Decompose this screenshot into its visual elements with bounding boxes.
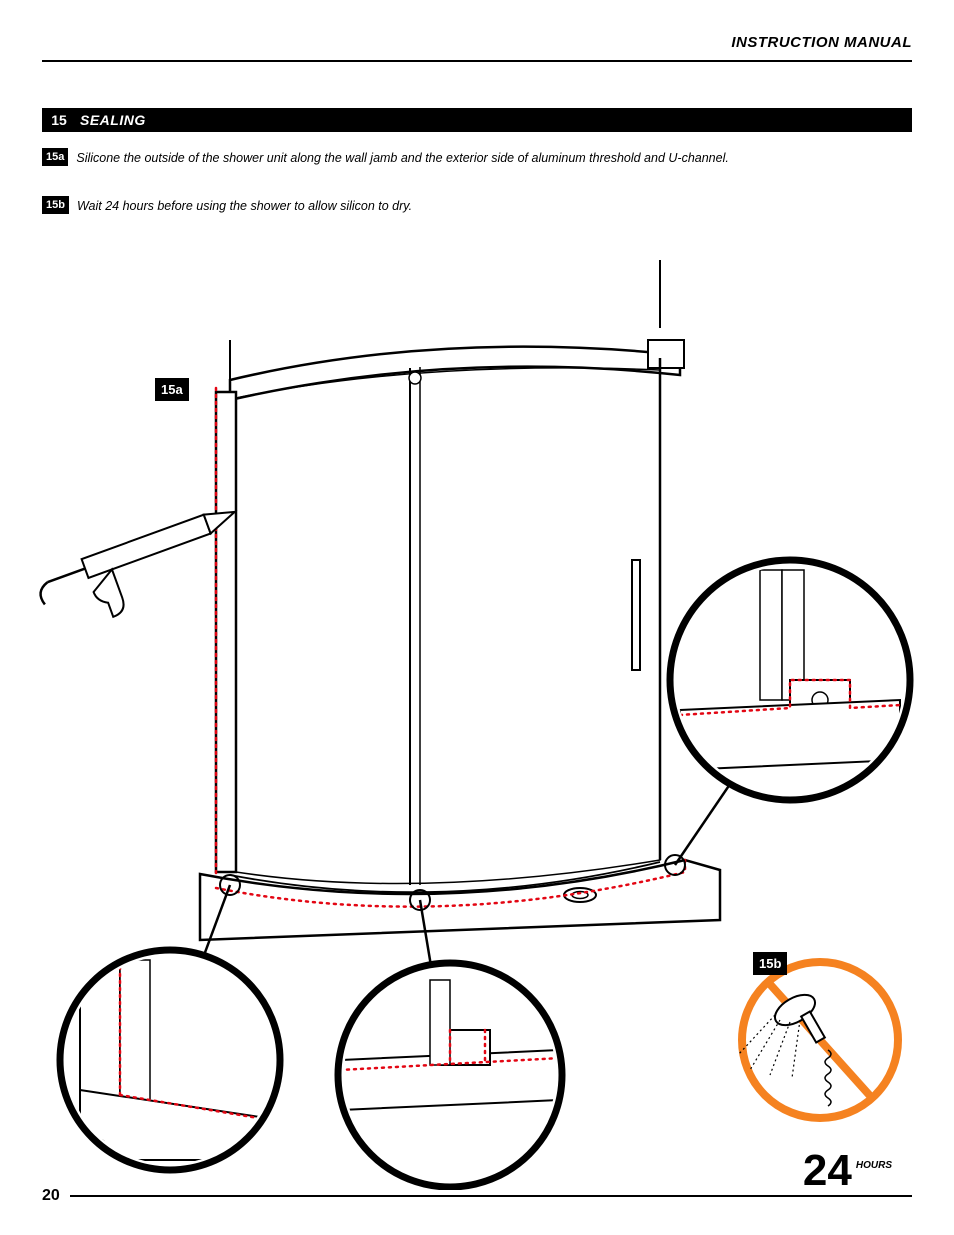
- step-tag-15a: 15a: [42, 148, 68, 166]
- step-tag-15b: 15b: [42, 196, 69, 214]
- header-rule: [42, 60, 912, 62]
- wait-number: 24: [803, 1149, 852, 1193]
- step-text-15a: Silicone the outside of the shower unit …: [76, 148, 728, 168]
- section-title: SEALING: [76, 112, 146, 128]
- wait-24-hours: 24 HOURS: [803, 1149, 892, 1193]
- step-text-15b: Wait 24 hours before using the shower to…: [77, 196, 412, 216]
- no-shower-icon: [738, 962, 898, 1118]
- wait-unit: HOURS: [856, 1160, 892, 1193]
- manual-header: INSTRUCTION MANUAL: [731, 34, 912, 51]
- instruction-15a: 15a Silicone the outside of the shower u…: [42, 148, 912, 168]
- section-header: 15 SEALING: [42, 108, 912, 132]
- footer-rule: [70, 1195, 912, 1197]
- section-number: 15: [42, 112, 76, 128]
- instruction-15b: 15b Wait 24 hours before using the showe…: [42, 196, 912, 216]
- callout-tag-15b: 15b: [753, 952, 787, 975]
- page-number: 20: [42, 1187, 60, 1205]
- callout-tag-15a: 15a: [155, 378, 189, 401]
